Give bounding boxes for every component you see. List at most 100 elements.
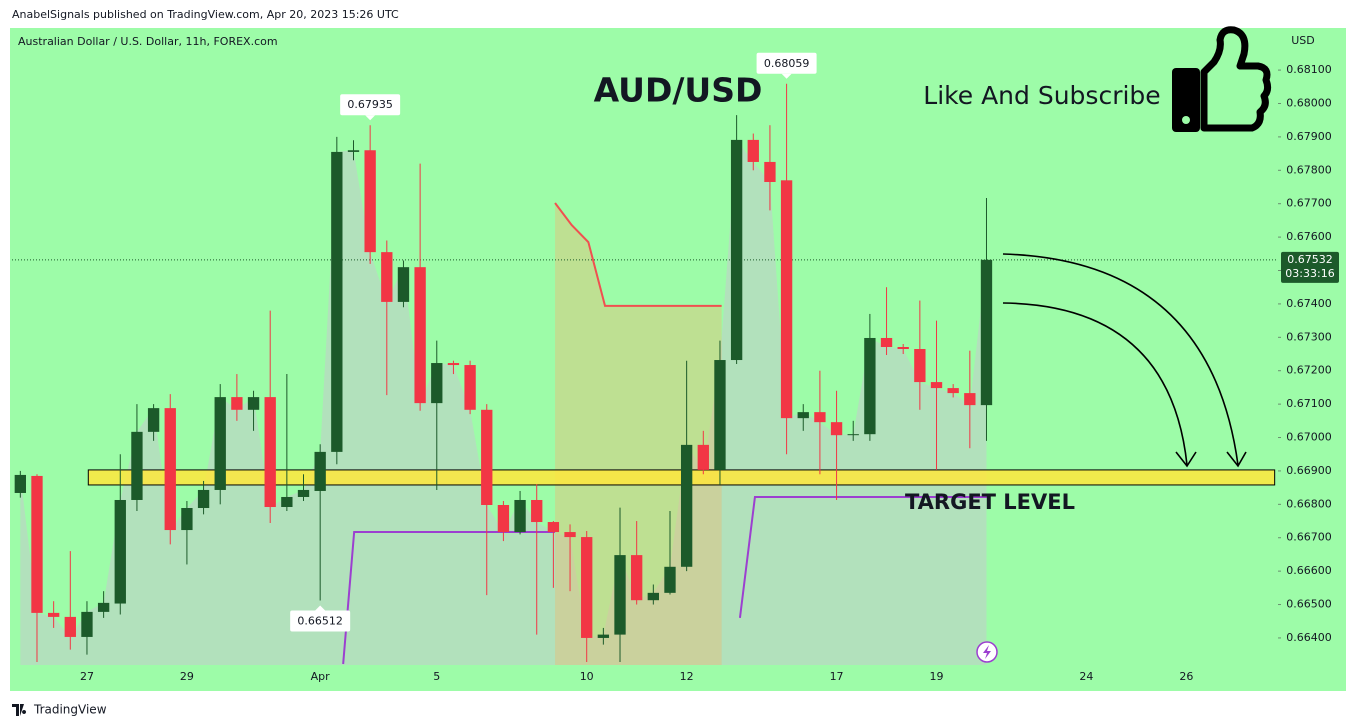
price-callout-box: [290, 610, 351, 632]
y-tick-label: 0.67400: [1286, 297, 1332, 310]
y-tick-label: 0.67600: [1286, 230, 1332, 243]
y-tick-label: 0.66900: [1286, 464, 1332, 477]
candle-body: [680, 444, 693, 567]
plot: 27 29 Apr 5 10 12 17 19 24 26 0.66400 0.66500 0.6660…: [12, 52, 1339, 683]
candle-body: [481, 409, 493, 505]
y-tick-label: 0.67200: [1286, 364, 1332, 377]
x-tick-label: 12: [680, 670, 694, 683]
candle-body: [114, 499, 126, 604]
candle-body: [497, 504, 510, 533]
x-tick-label: Apr: [311, 670, 331, 683]
y-tick-label: 0.67300: [1286, 330, 1332, 343]
arrows: [1002, 253, 1247, 468]
candle-body: [447, 363, 460, 366]
candle-body: [264, 397, 276, 508]
candle-body: [31, 475, 43, 613]
candle-body: [664, 566, 676, 593]
candle-body: [814, 412, 826, 423]
y-tick-label: 0.68100: [1286, 63, 1332, 76]
candle-body: [364, 150, 376, 253]
candle-body: [97, 602, 110, 612]
candle-body: [964, 393, 976, 406]
candle-body: [64, 616, 76, 637]
y-tick-label: 0.66600: [1286, 564, 1332, 577]
candle-body: [597, 634, 610, 638]
candle-body: [547, 522, 560, 533]
candle-body: [314, 451, 326, 491]
candle-body: [797, 412, 809, 419]
price-callout-box: [756, 52, 817, 74]
candle-body: [297, 489, 310, 497]
x-tick-label: 10: [580, 670, 594, 683]
overlay-fill: [555, 203, 722, 666]
candle-body: [197, 489, 210, 509]
candle-body: [631, 555, 643, 601]
candle-body: [780, 180, 793, 419]
price-callout-label: 0.66512: [297, 615, 343, 628]
candle-body: [581, 537, 593, 638]
x-tick-label: 5: [433, 670, 440, 683]
price-callout-pointer: [315, 605, 326, 611]
candle-body: [914, 349, 926, 383]
candle-body: [747, 139, 759, 162]
candle-body: [730, 139, 743, 361]
target-label: TARGET LEVEL: [905, 490, 1075, 514]
bar-countdown: 03:33:16: [1285, 267, 1334, 280]
overlay-line: [554, 202, 722, 307]
candle-body: [830, 422, 843, 436]
candle-body: [281, 496, 293, 508]
candle-body: [14, 474, 26, 493]
y-tick-label: 0.66700: [1286, 531, 1332, 544]
candle-body: [947, 388, 959, 394]
candle-body: [847, 434, 859, 436]
candle-body: [414, 267, 426, 404]
candle-body: [397, 267, 410, 302]
symbol-description: Australian Dollar / U.S. Dollar, 11h, FO…: [18, 35, 278, 48]
candle-body: [764, 161, 776, 182]
price-callout-pointer: [365, 115, 376, 121]
candle-body: [880, 337, 893, 348]
candle-body: [564, 532, 576, 538]
candle-body: [930, 382, 943, 389]
candle-body: [897, 347, 909, 350]
price-callout-pointer: [781, 73, 792, 79]
thumbs-up-icon: [1172, 26, 1272, 132]
x-tick-label: 26: [1179, 670, 1193, 683]
candle-body: [714, 360, 726, 470]
close-area: [20, 139, 987, 666]
candle-body: [431, 363, 443, 404]
candle-body: [514, 499, 526, 533]
candle-body: [247, 397, 260, 410]
x-tick-label: 17: [830, 670, 844, 683]
candle-body: [81, 611, 93, 637]
candle-body: [214, 397, 226, 490]
y-tick-label: 0.67900: [1286, 130, 1332, 143]
candle-body: [464, 365, 476, 410]
candle-body: [131, 431, 143, 500]
candle-body: [231, 397, 243, 410]
candle-body: [614, 555, 626, 635]
x-tick-label: 29: [180, 670, 194, 683]
x-tick-label: 19: [930, 670, 944, 683]
candle-body: [47, 612, 60, 617]
candle-body: [181, 508, 193, 531]
candle-body: [347, 150, 360, 152]
candle-body: [331, 151, 343, 452]
candle-body: [531, 499, 543, 523]
y-tick-label: 0.66800: [1286, 497, 1332, 510]
y-tick-label: 0.66500: [1286, 598, 1332, 611]
candle-body: [980, 259, 993, 406]
footer-logo: [12, 704, 27, 716]
price-callout-label: 0.67935: [347, 98, 393, 111]
candle-body: [647, 592, 659, 601]
candle-body: [381, 252, 393, 302]
x-tick-label: 27: [80, 670, 94, 683]
candle-body: [147, 408, 160, 432]
y-tick-label: 0.67700: [1286, 197, 1332, 210]
price-callout-box: [340, 94, 401, 116]
footer-brand: TradingView: [33, 703, 107, 717]
promo-text: Like And Subscribe: [923, 81, 1160, 110]
candle-body: [864, 337, 876, 435]
